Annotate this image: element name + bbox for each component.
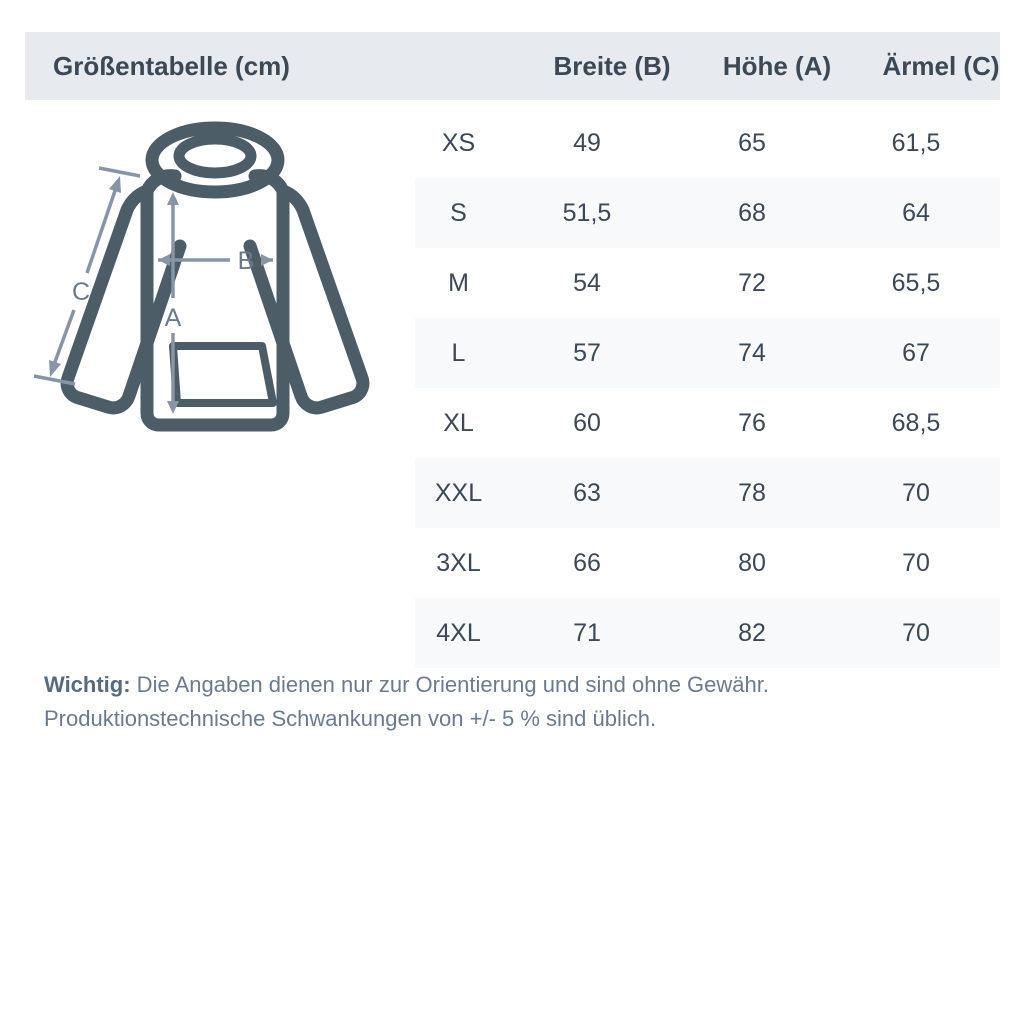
table-row: M 54 72 65,5 — [415, 248, 1000, 318]
hoodie-diagram: B A C — [30, 118, 420, 458]
page-title: Größentabelle (cm) — [53, 50, 290, 81]
table-row: S 51,5 68 64 — [415, 178, 1000, 248]
cell-sleeve: 68,5 — [891, 408, 941, 437]
size-table: XS 49 65 61,5 S 51,5 68 64 M 54 72 65,5 … — [415, 108, 1000, 668]
footnote-line-1: Wichtig: Die Angaben dienen nur zur Orie… — [44, 668, 994, 702]
cell-height: 78 — [738, 478, 766, 507]
cell-height: 72 — [738, 268, 766, 297]
cell-sleeve: 70 — [902, 618, 930, 647]
cell-sleeve: 70 — [902, 548, 930, 577]
table-row: L 57 74 67 — [415, 318, 1000, 388]
cell-height: 65 — [738, 128, 766, 157]
column-header-height: Höhe (A) — [722, 50, 832, 81]
cell-height: 68 — [738, 198, 766, 227]
measure-arrow-b: B — [158, 247, 273, 275]
cell-width: 51,5 — [562, 198, 612, 227]
cell-width: 54 — [573, 268, 601, 297]
arrow-a-head-bottom — [167, 401, 179, 414]
cell-sleeve: 65,5 — [891, 268, 941, 297]
hood-outer — [145, 121, 285, 199]
cell-width: 60 — [573, 408, 601, 437]
cell-size: M — [448, 268, 469, 297]
left-shoulder — [140, 169, 182, 198]
footnote-text-1: Die Angaben dienen nur zur Orientierung … — [130, 672, 769, 697]
kangaroo-pocket — [169, 342, 277, 407]
left-sleeve — [60, 184, 187, 415]
table-header-bar: Größentabelle (cm) Breite (B) Höhe (A) Ä… — [25, 32, 1000, 100]
cell-size: 4XL — [436, 618, 481, 647]
column-header-width: Breite (B) — [553, 50, 671, 81]
column-header-sleeve: Ärmel (C) — [882, 50, 1000, 81]
cell-sleeve: 67 — [902, 338, 930, 367]
arrow-c-head-bottom — [49, 360, 61, 377]
arrow-c-tick-top — [98, 166, 141, 178]
cell-height: 82 — [738, 618, 766, 647]
hood-opening — [173, 133, 257, 179]
hoodie-illustration-svg: B A C — [33, 121, 370, 432]
table-row: XS 49 65 61,5 — [415, 108, 1000, 178]
cell-size: S — [450, 198, 467, 227]
footnote-line-2: Produktionstechnische Schwankungen von +… — [44, 706, 657, 731]
arrow-c-head-top — [109, 176, 121, 193]
cell-size: XXL — [434, 478, 483, 507]
cell-height: 76 — [738, 408, 766, 437]
hoodie-body — [140, 184, 290, 432]
arrow-c-tick-bottom — [33, 374, 76, 386]
cell-width: 63 — [573, 478, 601, 507]
table-row: XXL 63 78 70 — [415, 458, 1000, 528]
cell-width: 66 — [573, 548, 601, 577]
cell-width: 71 — [573, 618, 601, 647]
cell-height: 74 — [738, 338, 766, 367]
cell-size: 3XL — [436, 548, 481, 577]
table-row: XL 60 76 68,5 — [415, 388, 1000, 458]
table-row: 3XL 66 80 70 — [415, 528, 1000, 598]
arrow-c-line-top — [85, 181, 120, 274]
cell-size: L — [451, 338, 466, 367]
table-row: 4XL 71 82 70 — [415, 598, 1000, 668]
arrow-b-label: B — [238, 247, 255, 275]
cell-height: 80 — [738, 548, 766, 577]
cell-size: XL — [443, 408, 474, 437]
right-shoulder — [248, 169, 290, 198]
cell-width: 57 — [573, 338, 601, 367]
right-sleeve — [243, 184, 370, 415]
cell-sleeve: 61,5 — [891, 128, 941, 157]
arrow-b-head-left — [158, 254, 170, 266]
arrow-a-label: A — [165, 304, 182, 332]
footnote: Wichtig: Die Angaben dienen nur zur Orie… — [44, 668, 994, 736]
measure-arrow-c: C — [33, 166, 141, 386]
arrow-c-label: C — [72, 278, 90, 306]
footnote-bold-prefix: Wichtig: — [44, 672, 131, 697]
cell-sleeve: 64 — [902, 198, 930, 227]
table-header-columns: Breite (B) Höhe (A) Ärmel (C) — [415, 32, 1024, 100]
arrow-c-line-bottom — [50, 309, 76, 371]
arrow-a-head-top — [167, 192, 179, 205]
measure-arrow-a: A — [165, 192, 182, 414]
arrow-b-head-right — [261, 254, 273, 266]
cell-width: 49 — [573, 128, 601, 157]
cell-size: XS — [441, 128, 476, 157]
cell-sleeve: 70 — [902, 478, 930, 507]
